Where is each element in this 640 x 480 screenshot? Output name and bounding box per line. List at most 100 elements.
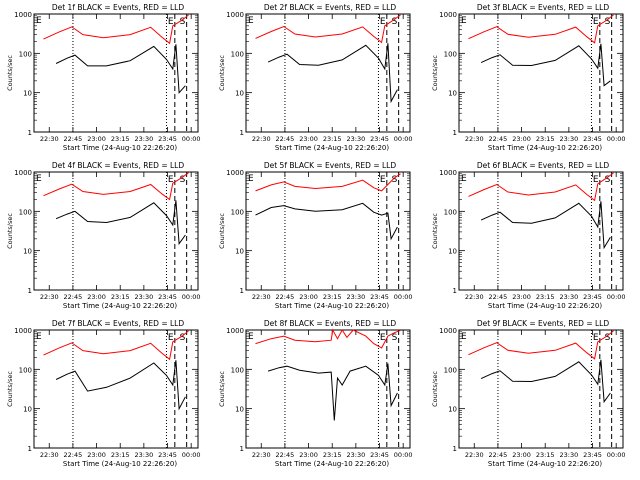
panel-title: Det 1f BLACK = Events, RED = LLD xyxy=(52,3,185,12)
marker-label-e: E xyxy=(36,332,42,342)
events-series-line xyxy=(480,43,611,87)
y-tick-label: 1000 xyxy=(226,11,244,19)
y-axis-label: Counts/sec xyxy=(6,213,14,249)
y-tick-label: 100 xyxy=(231,366,244,374)
x-tick-label: 22:45 xyxy=(64,135,83,143)
marker-label: S xyxy=(605,17,611,27)
lld-series-line xyxy=(468,172,614,202)
y-tick-label: 10 xyxy=(448,90,457,98)
marker-label-e: E xyxy=(461,16,467,26)
x-tick-label: 22:45 xyxy=(489,135,508,143)
panel-title: Det 9f BLACK = Events, RED = LLD xyxy=(477,319,610,328)
y-tick-label: 1 xyxy=(28,129,32,137)
x-tick-label: 23:30 xyxy=(559,293,578,301)
events-series-line xyxy=(55,200,186,246)
marker-label: S xyxy=(392,17,398,27)
y-tick-label: 100 xyxy=(444,208,457,216)
marker-label: S xyxy=(180,333,186,343)
marker-label: S xyxy=(392,333,398,343)
y-tick-label: 1 xyxy=(240,445,244,453)
x-tick-label: 00:00 xyxy=(182,293,201,301)
y-tick-label: 1 xyxy=(28,287,32,295)
x-tick-label: 23:45 xyxy=(158,451,177,459)
plot-frame xyxy=(33,329,199,449)
detector-panel-8: Det 8f BLACK = Events, RED = LLD 1 10 100 10… xyxy=(218,319,413,468)
x-tick-label: 00:00 xyxy=(607,293,626,301)
marker-label: S xyxy=(392,175,398,185)
x-tick-label: 00:00 xyxy=(394,293,413,301)
x-tick-label: 23:00 xyxy=(299,135,318,143)
detector-panel-4: Det 4f BLACK = Events, RED = LLD 1 10 100 10… xyxy=(6,161,201,310)
marker-label: E xyxy=(380,333,386,343)
y-tick-label: 1000 xyxy=(439,327,457,335)
y-tick-label: 1000 xyxy=(14,327,32,335)
y-tick-label: 1 xyxy=(240,129,244,137)
y-axis-label: Counts/sec xyxy=(431,213,439,249)
x-tick-label: 23:00 xyxy=(299,293,318,301)
plot-frame xyxy=(33,171,199,291)
detector-panel-7: Det 7f BLACK = Events, RED = LLD 1 10 100 10… xyxy=(6,319,201,468)
lld-series-line xyxy=(468,330,614,360)
x-tick-label: 23:30 xyxy=(134,451,153,459)
x-tick-label: 22:45 xyxy=(276,135,295,143)
marker-label: E xyxy=(168,175,174,185)
x-tick-label: 23:30 xyxy=(346,451,365,459)
plot-frame xyxy=(458,171,624,291)
y-tick-label: 10 xyxy=(448,406,457,414)
panel-title: Det 7f BLACK = Events, RED = LLD xyxy=(52,319,185,328)
marker-label-e: E xyxy=(248,16,254,26)
x-tick-label: 22:30 xyxy=(465,451,484,459)
x-tick-label: 23:30 xyxy=(559,135,578,143)
detector-panel-5: Det 5f BLACK = Events, RED = LLD 1 10 100 10… xyxy=(218,161,413,310)
x-tick-label: 22:30 xyxy=(465,135,484,143)
x-tick-label: 22:45 xyxy=(489,293,508,301)
lld-series-line xyxy=(255,14,401,44)
x-axis-label: Start Time (24-Aug-10 22:26:20) xyxy=(63,460,177,468)
x-tick-label: 23:45 xyxy=(370,451,389,459)
x-tick-label: 00:00 xyxy=(607,135,626,143)
x-tick-label: 23:45 xyxy=(583,135,602,143)
x-tick-label: 23:15 xyxy=(536,135,555,143)
marker-label: E xyxy=(168,17,174,27)
x-tick-label: 22:30 xyxy=(40,451,59,459)
y-axis-label: Counts/sec xyxy=(218,213,226,249)
plot-frame xyxy=(458,329,624,449)
x-tick-label: 23:15 xyxy=(536,451,555,459)
x-tick-label: 00:00 xyxy=(607,451,626,459)
plot-frame xyxy=(245,329,411,449)
lld-series-line xyxy=(255,173,401,192)
events-series-line xyxy=(55,44,186,94)
panel-title: Det 6f BLACK = Events, RED = LLD xyxy=(477,161,610,170)
plot-frame xyxy=(33,13,199,133)
marker-label: S xyxy=(180,17,186,27)
x-tick-label: 22:45 xyxy=(64,451,83,459)
x-axis-label: Start Time (24-Aug-10 22:26:20) xyxy=(488,302,602,310)
detector-panel-6: Det 6f BLACK = Events, RED = LLD 1 10 100 10… xyxy=(431,161,626,310)
y-tick-label: 100 xyxy=(19,208,32,216)
y-tick-label: 100 xyxy=(19,50,32,58)
y-tick-label: 100 xyxy=(19,366,32,374)
lld-series-line xyxy=(43,330,189,361)
detector-panel-3: Det 3f BLACK = Events, RED = LLD 1 10 100 10… xyxy=(431,3,626,152)
y-tick-label: 100 xyxy=(231,50,244,58)
panel-title: Det 3f BLACK = Events, RED = LLD xyxy=(477,3,610,12)
y-tick-label: 1000 xyxy=(14,11,32,19)
events-series-line xyxy=(480,201,611,250)
x-axis-label: Start Time (24-Aug-10 22:26:20) xyxy=(63,302,177,310)
x-tick-label: 23:45 xyxy=(370,293,389,301)
panel-title: Det 2f BLACK = Events, RED = LLD xyxy=(264,3,397,12)
marker-label-e: E xyxy=(36,174,42,184)
y-tick-label: 10 xyxy=(23,90,32,98)
x-tick-label: 22:30 xyxy=(252,135,271,143)
plot-frame xyxy=(245,171,411,291)
marker-label: E xyxy=(593,17,599,27)
x-tick-label: 23:45 xyxy=(370,135,389,143)
x-tick-label: 23:45 xyxy=(583,451,602,459)
y-tick-label: 1000 xyxy=(226,327,244,335)
y-tick-label: 10 xyxy=(235,90,244,98)
x-tick-label: 23:30 xyxy=(134,293,153,301)
x-tick-label: 23:15 xyxy=(111,135,130,143)
y-tick-label: 100 xyxy=(444,366,457,374)
lld-series-line xyxy=(468,14,614,44)
